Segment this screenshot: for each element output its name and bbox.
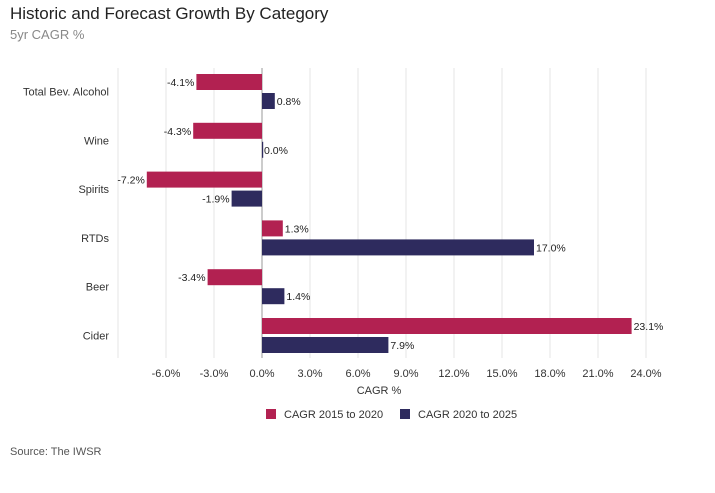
chart-subtitle: 5yr CAGR % bbox=[10, 27, 85, 42]
bar-cagr-2015-2020[interactable] bbox=[262, 318, 632, 334]
bar-cagr-2015-2020[interactable] bbox=[196, 74, 262, 90]
category-label: Cider bbox=[83, 331, 110, 343]
bar-cagr-2015-2020[interactable] bbox=[207, 269, 262, 286]
category-label: Wine bbox=[84, 135, 109, 147]
x-tick-label: 6.0% bbox=[345, 368, 370, 380]
x-axis-title: CAGR % bbox=[357, 385, 402, 397]
category-label: Beer bbox=[86, 282, 110, 294]
bar-cagr-2020-2025[interactable] bbox=[262, 239, 534, 256]
category-label: RTDs bbox=[81, 233, 109, 245]
data-label: 1.3% bbox=[285, 223, 309, 235]
category-label: Spirits bbox=[78, 184, 109, 196]
bar-cagr-2015-2020[interactable] bbox=[193, 122, 262, 139]
gridlines bbox=[117, 68, 647, 358]
chart-title: Historic and Forecast Growth By Category bbox=[10, 4, 329, 23]
bar-cagr-2015-2020[interactable] bbox=[262, 220, 283, 237]
data-label: -4.3% bbox=[164, 126, 191, 138]
legend-label: CAGR 2020 to 2025 bbox=[418, 409, 517, 421]
data-label: 23.1% bbox=[634, 321, 664, 333]
data-label: 7.9% bbox=[390, 340, 414, 352]
data-label: 1.4% bbox=[286, 291, 310, 303]
x-tick-label: 21.0% bbox=[582, 368, 613, 380]
legend-swatch bbox=[266, 409, 276, 419]
x-tick-label: -3.0% bbox=[200, 368, 229, 380]
data-label: -4.1% bbox=[167, 77, 194, 89]
data-label: -1.9% bbox=[202, 194, 229, 206]
x-axis-ticks: -6.0% -3.0% 0.0% 3.0% 6.0% 9.0% 12.0% 15.0% 18.0… bbox=[152, 368, 662, 380]
data-label: 0.8% bbox=[277, 96, 301, 108]
data-label: -3.4% bbox=[178, 272, 205, 284]
bar-cagr-2020-2025[interactable] bbox=[262, 337, 389, 353]
bar-cagr-2020-2025[interactable] bbox=[262, 288, 285, 305]
data-label: 0.0% bbox=[264, 145, 288, 157]
data-label: -7.2% bbox=[117, 175, 144, 187]
bars bbox=[146, 74, 632, 353]
data-labels: -4.1% 0.8% -4.3% 0.0% -7.2% -1.9% 1.3% 17.0% -3.… bbox=[117, 77, 663, 352]
bar-cagr-2015-2020[interactable] bbox=[146, 171, 262, 188]
category-label: Total Bev. Alcohol bbox=[23, 87, 109, 99]
legend-swatch bbox=[400, 409, 410, 419]
x-tick-label: 12.0% bbox=[438, 368, 469, 380]
legend: CAGR 2015 to 2020 CAGR 2020 to 2025 bbox=[266, 409, 517, 421]
x-tick-label: 18.0% bbox=[534, 368, 565, 380]
x-tick-label: -6.0% bbox=[152, 368, 181, 380]
category-labels: Total Bev. Alcohol Wine Spirits RTDs Beer Cid… bbox=[23, 87, 110, 343]
x-tick-label: 15.0% bbox=[486, 368, 517, 380]
bar-cagr-2020-2025[interactable] bbox=[231, 190, 262, 207]
x-tick-label: 9.0% bbox=[393, 368, 418, 380]
source-note: Source: The IWSR bbox=[10, 446, 102, 458]
bar-cagr-2020-2025[interactable] bbox=[262, 141, 264, 158]
bar-cagr-2020-2025[interactable] bbox=[262, 93, 275, 109]
legend-label: CAGR 2015 to 2020 bbox=[284, 409, 383, 421]
x-tick-label: 3.0% bbox=[297, 368, 322, 380]
x-tick-label: 24.0% bbox=[630, 368, 661, 380]
data-label: 17.0% bbox=[536, 242, 566, 254]
x-tick-label: 0.0% bbox=[249, 368, 274, 380]
